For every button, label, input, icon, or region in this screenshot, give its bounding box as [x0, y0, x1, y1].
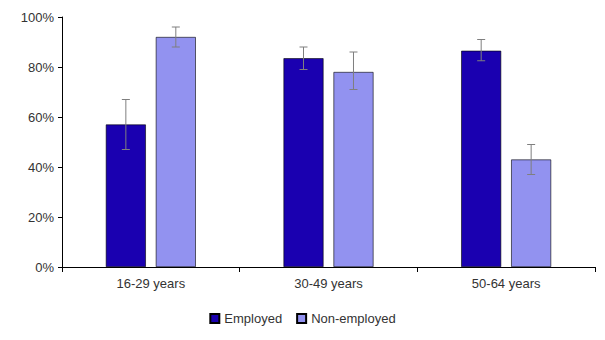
svg-text:100%: 100% — [21, 10, 55, 25]
svg-text:0%: 0% — [35, 260, 54, 275]
svg-text:50-64 years: 50-64 years — [472, 276, 541, 291]
svg-text:Non-employed: Non-employed — [311, 311, 396, 326]
svg-text:20%: 20% — [28, 210, 54, 225]
svg-text:40%: 40% — [28, 160, 54, 175]
svg-text:16-29 years: 16-29 years — [117, 276, 186, 291]
svg-text:80%: 80% — [28, 60, 54, 75]
svg-text:Employed: Employed — [224, 311, 282, 326]
svg-text:30-49 years: 30-49 years — [294, 276, 363, 291]
svg-text:60%: 60% — [28, 110, 54, 125]
